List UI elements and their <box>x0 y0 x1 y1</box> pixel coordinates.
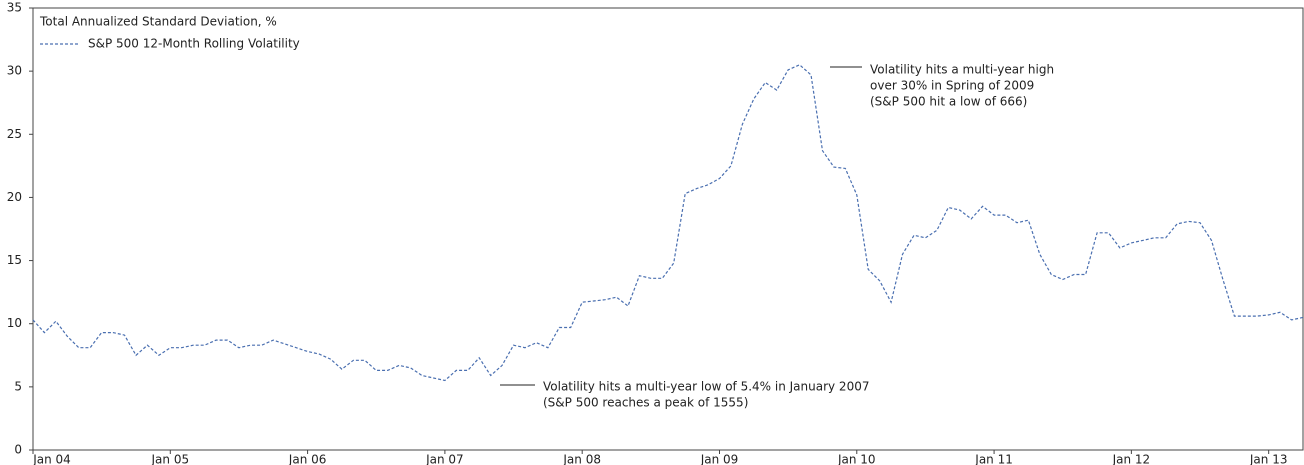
y-tick-label: 0 <box>14 443 22 457</box>
y-tick-label: 15 <box>7 253 22 267</box>
x-tick-label: Jan 08 <box>562 453 601 465</box>
x-tick-label: Jan 10 <box>837 453 876 465</box>
x-tick-label: Jan 04 <box>32 453 71 465</box>
x-tick-label: Jan 12 <box>1112 453 1151 465</box>
annotation-text: Volatility hits a multi-year high <box>870 63 1054 77</box>
y-axis-label: Total Annualized Standard Deviation, % <box>39 15 277 29</box>
x-tick-label: Jan 05 <box>151 453 190 465</box>
x-tick-label: Jan 13 <box>1249 453 1288 465</box>
x-tick-label: Jan 07 <box>425 453 464 465</box>
annotation-text: Volatility hits a multi-year low of 5.4%… <box>543 380 869 394</box>
y-tick-label: 35 <box>7 1 22 15</box>
y-tick-label: 25 <box>7 127 22 141</box>
annotation-text: over 30% in Spring of 2009 <box>870 79 1034 93</box>
y-tick-label: 10 <box>7 316 22 330</box>
x-tick-label: Jan 06 <box>288 453 327 465</box>
legend-label: S&P 500 12-Month Rolling Volatility <box>88 37 300 51</box>
y-tick-label: 30 <box>7 64 22 78</box>
x-tick-label: Jan 09 <box>700 453 739 465</box>
y-tick-label: 20 <box>7 190 22 204</box>
y-tick-label: 5 <box>14 379 22 393</box>
annotation-text: (S&P 500 hit a low of 666) <box>870 95 1027 109</box>
data-line <box>32 64 1304 382</box>
x-tick-label: Jan 11 <box>974 453 1013 465</box>
plot-frame <box>32 7 1304 451</box>
annotation-text: (S&P 500 reaches a peak of 1555) <box>543 396 748 410</box>
